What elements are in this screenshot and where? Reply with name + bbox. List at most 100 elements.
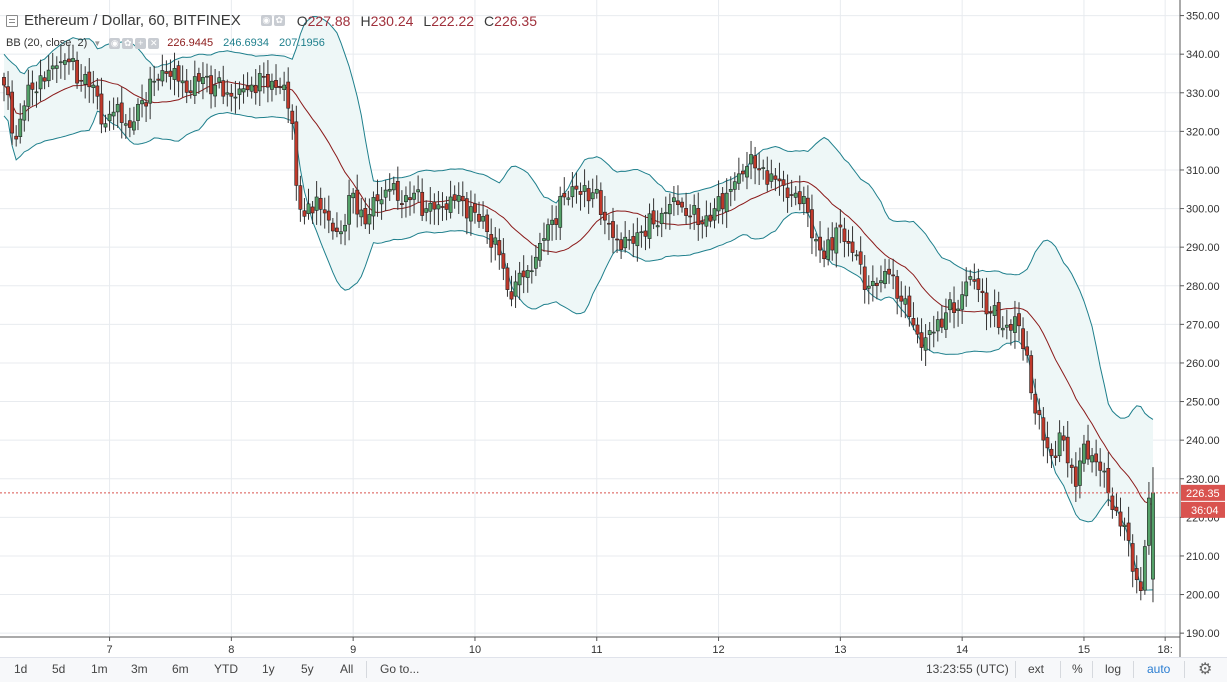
chevron-down-icon[interactable]: ▼ bbox=[93, 38, 102, 48]
candle-body bbox=[485, 214, 490, 233]
candle bbox=[343, 213, 347, 246]
candle-body bbox=[777, 178, 782, 182]
add-icon[interactable]: + bbox=[135, 37, 147, 49]
candle-body bbox=[757, 168, 762, 171]
bb-upper-value: 246.6934 bbox=[223, 37, 270, 49]
candle bbox=[196, 67, 201, 95]
candle-body bbox=[1041, 417, 1046, 441]
timeframe-1d[interactable]: 1d bbox=[14, 662, 28, 676]
candle bbox=[318, 187, 323, 226]
candle bbox=[960, 281, 965, 324]
candle-body bbox=[1057, 432, 1062, 457]
candle-body bbox=[834, 227, 839, 254]
candle bbox=[448, 180, 453, 219]
close-icon[interactable]: ✕ bbox=[148, 37, 160, 49]
candle bbox=[489, 218, 494, 263]
goto-button[interactable]: Go to... bbox=[380, 662, 420, 676]
auto-toggle[interactable]: auto bbox=[1147, 662, 1171, 676]
candle-body bbox=[391, 183, 396, 191]
candle-body bbox=[278, 86, 282, 89]
candle-body bbox=[367, 214, 372, 225]
candlestick-series bbox=[2, 44, 1155, 603]
candle bbox=[395, 166, 400, 210]
eye-icon[interactable]: ◉ bbox=[260, 15, 272, 26]
settings-icon[interactable]: ✿ bbox=[273, 15, 285, 26]
candle-body bbox=[1138, 581, 1143, 591]
candle bbox=[83, 66, 88, 99]
candle-body bbox=[1122, 524, 1127, 528]
candle bbox=[428, 187, 433, 225]
menu-icon[interactable] bbox=[6, 14, 18, 27]
candle-body bbox=[797, 191, 802, 205]
candle bbox=[883, 258, 887, 289]
candle bbox=[700, 216, 705, 239]
gear-icon[interactable]: ⚙ bbox=[1198, 661, 1213, 678]
candle bbox=[598, 182, 603, 225]
candle bbox=[923, 324, 928, 366]
candle-body bbox=[870, 280, 875, 286]
candle-body bbox=[58, 61, 63, 64]
timeframe-3m[interactable]: 3m bbox=[131, 662, 148, 676]
candle-body bbox=[948, 299, 952, 311]
timeframe-6m[interactable]: 6m bbox=[172, 662, 189, 676]
candle bbox=[140, 84, 144, 118]
candle-body bbox=[34, 91, 39, 94]
candle-body bbox=[558, 196, 563, 228]
timeframe-1m[interactable]: 1m bbox=[91, 662, 108, 676]
close-label: C bbox=[484, 12, 495, 29]
utc-clock[interactable]: 13:23:55 (UTC) bbox=[926, 662, 1009, 676]
candle-body bbox=[144, 102, 149, 107]
settings-icon[interactable]: ✿ bbox=[122, 37, 134, 49]
candle bbox=[71, 44, 75, 71]
candle bbox=[160, 54, 165, 87]
timeframe-5y[interactable]: 5y bbox=[301, 662, 314, 676]
candle-body bbox=[1049, 448, 1054, 456]
candle-body bbox=[432, 201, 437, 210]
candle-body bbox=[1017, 313, 1021, 327]
candle-body bbox=[858, 251, 863, 265]
candle bbox=[797, 175, 802, 211]
timeframe-ytd[interactable]: YTD bbox=[214, 662, 238, 676]
candle-body bbox=[493, 237, 498, 245]
percent-toggle[interactable]: % bbox=[1072, 662, 1083, 676]
price-chart[interactable]: 7 8 9 10 11 12 13 14 15 18: 190.00200.00210.00220… bbox=[0, 0, 1227, 657]
eye-icon[interactable]: ◉ bbox=[109, 37, 121, 49]
candle bbox=[818, 221, 822, 263]
candle-body bbox=[533, 256, 538, 269]
candle bbox=[326, 195, 331, 234]
candle bbox=[306, 188, 311, 220]
candle bbox=[822, 240, 827, 268]
candle-body bbox=[257, 73, 262, 92]
timeframe-5d[interactable]: 5d bbox=[52, 662, 66, 676]
candle bbox=[14, 125, 19, 147]
candle bbox=[404, 186, 408, 218]
timeframe-1y[interactable]: 1y bbox=[262, 662, 275, 676]
symbol-title[interactable]: Ethereum / Dollar, 60, BITFINEX bbox=[24, 12, 241, 29]
candle-body bbox=[944, 312, 948, 330]
candle bbox=[6, 71, 10, 110]
candle bbox=[903, 285, 908, 319]
candle bbox=[367, 198, 372, 234]
candle bbox=[854, 250, 859, 261]
candle-body bbox=[379, 199, 384, 205]
candle-body bbox=[2, 77, 6, 86]
candle-body bbox=[671, 197, 676, 203]
candle bbox=[842, 217, 847, 258]
candle-body bbox=[87, 71, 92, 88]
candle bbox=[907, 286, 912, 327]
timeframe-all[interactable]: All bbox=[340, 662, 354, 676]
candle bbox=[578, 182, 583, 211]
candle-body bbox=[1094, 453, 1099, 463]
candle bbox=[444, 196, 449, 221]
candle bbox=[1073, 452, 1078, 503]
candle bbox=[253, 69, 258, 105]
ext-toggle[interactable]: ext bbox=[1028, 662, 1045, 676]
candle-body bbox=[1073, 466, 1078, 487]
candle bbox=[732, 172, 737, 201]
indicator-name[interactable]: BB (20, close, 2) bbox=[6, 37, 88, 49]
candle-body bbox=[1061, 435, 1066, 441]
candle bbox=[866, 275, 871, 305]
log-toggle[interactable]: log bbox=[1105, 662, 1122, 676]
candle bbox=[785, 174, 790, 213]
candle-body bbox=[1029, 355, 1034, 394]
